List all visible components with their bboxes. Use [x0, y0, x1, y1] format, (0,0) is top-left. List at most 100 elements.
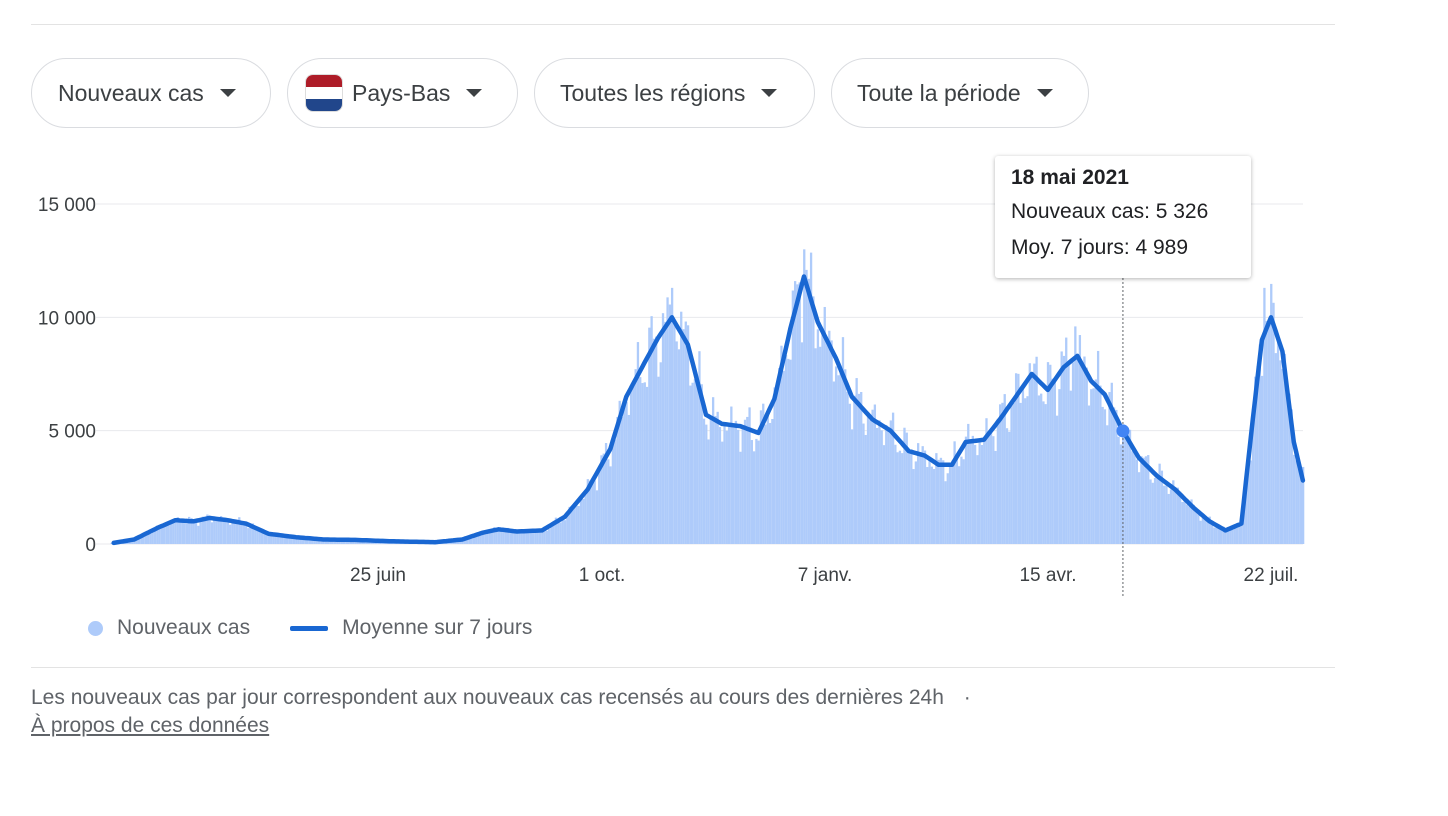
daily-bar [329, 539, 332, 544]
daily-bar [803, 249, 806, 544]
tooltip-new-cases: Nouveaux cas: 5 326 [1011, 200, 1209, 223]
chart-legend: Nouveaux cas Moyenne sur 7 jours [88, 616, 532, 640]
daily-bar [475, 533, 478, 544]
daily-bar [964, 436, 968, 544]
about-data-link[interactable]: À propos de ces données [31, 714, 270, 737]
y-axis-labels: 15 000 10 000 5 000 0 [38, 195, 96, 556]
daily-bar [133, 539, 136, 544]
daily-bar [962, 459, 965, 544]
daily-bar [661, 313, 665, 544]
daily-bar [313, 538, 316, 544]
daily-bar [714, 416, 717, 544]
daily-bar [1299, 474, 1303, 544]
daily-bar [1090, 389, 1093, 544]
daily-bar [497, 531, 501, 544]
daily-bar [1206, 517, 1209, 544]
daily-bar [500, 530, 503, 544]
daily-bar [1099, 385, 1102, 544]
daily-bar [577, 506, 580, 544]
daily-bar [1188, 506, 1191, 544]
daily-bar [896, 452, 899, 544]
daily-bar [256, 527, 259, 544]
daily-bar [554, 517, 558, 544]
hover-marker [1116, 278, 1130, 598]
daily-bar [684, 321, 687, 544]
daily-bar [771, 418, 774, 544]
daily-bar [217, 519, 220, 544]
daily-bar [493, 527, 496, 544]
daily-bar [552, 523, 555, 544]
daily-bar [755, 438, 758, 544]
daily-bar [1192, 504, 1195, 544]
region-dropdown[interactable]: Toutes les régions [534, 58, 815, 128]
daily-bar [1267, 320, 1271, 544]
daily-bar [682, 329, 685, 544]
daily-bar [689, 385, 692, 544]
daily-bar [976, 455, 979, 544]
daily-bar [850, 429, 854, 544]
country-dropdown[interactable]: Pays-Bas [287, 58, 518, 128]
daily-cases-bars [110, 249, 1305, 544]
daily-bar [889, 420, 892, 544]
daily-bar [805, 269, 808, 544]
daily-bar [484, 534, 487, 544]
x-tick-label: 22 juil. [1244, 565, 1299, 586]
daily-bar [509, 530, 512, 544]
daily-bar [185, 523, 189, 544]
daily-bar [983, 438, 986, 544]
daily-bar [240, 522, 243, 544]
daily-bar [928, 458, 931, 544]
daily-bar [967, 423, 970, 544]
daily-bar [910, 453, 913, 544]
daily-bar [632, 386, 635, 544]
daily-bar [1260, 375, 1264, 544]
daily-bar [272, 534, 275, 544]
y-tick-label: 0 [85, 535, 96, 556]
daily-bar [304, 538, 307, 544]
daily-bar [563, 520, 567, 544]
daily-bar [741, 429, 744, 544]
daily-bar [1044, 404, 1047, 544]
daily-bar [559, 522, 562, 544]
period-dropdown[interactable]: Toute la période [831, 58, 1089, 128]
daily-bar [668, 304, 671, 544]
daily-bar [768, 422, 772, 544]
daily-bar [1270, 283, 1273, 544]
daily-bar [1074, 326, 1077, 544]
daily-bar [618, 400, 621, 544]
daily-bar [156, 525, 159, 544]
daily-bar [807, 278, 810, 544]
daily-bar [821, 333, 824, 544]
daily-bar [1046, 362, 1050, 544]
daily-bar [1112, 407, 1116, 544]
daily-bar [1297, 468, 1300, 544]
daily-bar [568, 506, 571, 544]
daily-bar [1210, 523, 1214, 544]
daily-bar [620, 416, 624, 544]
metric-dropdown[interactable]: Nouveaux cas [31, 58, 271, 128]
daily-bar [1194, 507, 1198, 544]
daily-bar [634, 369, 637, 544]
daily-bar [1158, 463, 1161, 544]
daily-bar [978, 438, 981, 544]
daily-bar [1055, 415, 1059, 544]
daily-bar [1274, 353, 1277, 544]
daily-bar [828, 330, 831, 544]
daily-bar [750, 440, 754, 544]
daily-bar [513, 532, 517, 544]
daily-bar [472, 535, 476, 544]
daily-bar [778, 367, 781, 544]
daily-bar [1094, 379, 1097, 544]
daily-bar [869, 420, 872, 544]
daily-bar [188, 516, 191, 544]
daily-bar [948, 464, 952, 544]
daily-bar [1122, 425, 1125, 544]
daily-bar [570, 508, 574, 544]
daily-bar [1233, 526, 1236, 544]
daily-bar [270, 532, 273, 544]
daily-bar [1217, 528, 1221, 544]
daily-bar [1163, 485, 1166, 544]
daily-bar [1131, 451, 1134, 544]
daily-bar [222, 519, 225, 544]
cases-chart[interactable]: 15 000 10 000 5 000 0 25 juin 1 oct. 7 janv. 1… [0, 140, 1340, 610]
